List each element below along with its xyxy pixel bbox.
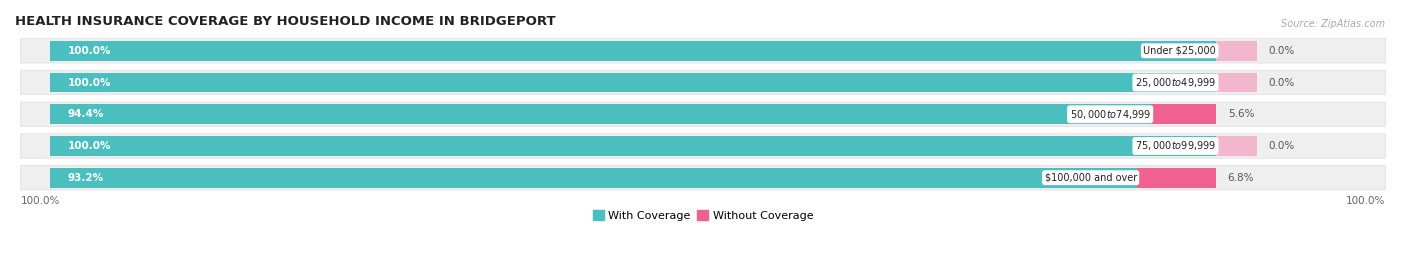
Text: $75,000 to $99,999: $75,000 to $99,999 bbox=[1135, 139, 1216, 153]
FancyBboxPatch shape bbox=[21, 70, 1385, 95]
Text: 100.0%: 100.0% bbox=[21, 196, 60, 206]
Text: 100.0%: 100.0% bbox=[67, 141, 111, 151]
Bar bbox=[1216, 41, 1257, 61]
Text: 100.0%: 100.0% bbox=[67, 77, 111, 87]
Text: 5.6%: 5.6% bbox=[1227, 109, 1254, 119]
Bar bbox=[51, 104, 1150, 124]
Bar bbox=[51, 168, 1137, 187]
Text: $100,000 and over: $100,000 and over bbox=[1045, 173, 1137, 183]
Text: 93.2%: 93.2% bbox=[67, 173, 104, 183]
Text: 100.0%: 100.0% bbox=[67, 46, 111, 56]
FancyBboxPatch shape bbox=[21, 165, 1385, 190]
Text: 6.8%: 6.8% bbox=[1227, 173, 1254, 183]
Text: $25,000 to $49,999: $25,000 to $49,999 bbox=[1135, 76, 1216, 89]
Bar bbox=[1216, 136, 1257, 156]
Bar bbox=[51, 73, 1216, 92]
Text: 94.4%: 94.4% bbox=[67, 109, 104, 119]
Text: Under $25,000: Under $25,000 bbox=[1143, 46, 1216, 56]
FancyBboxPatch shape bbox=[21, 134, 1385, 158]
Bar bbox=[1216, 73, 1257, 92]
Bar bbox=[1150, 104, 1216, 124]
Legend: With Coverage, Without Coverage: With Coverage, Without Coverage bbox=[588, 206, 818, 225]
Text: Source: ZipAtlas.com: Source: ZipAtlas.com bbox=[1281, 19, 1385, 29]
Text: $50,000 to $74,999: $50,000 to $74,999 bbox=[1070, 108, 1150, 121]
Bar bbox=[51, 136, 1216, 156]
Bar bbox=[51, 41, 1216, 61]
Text: 0.0%: 0.0% bbox=[1268, 77, 1295, 87]
Bar bbox=[1137, 168, 1216, 187]
Text: 0.0%: 0.0% bbox=[1268, 46, 1295, 56]
Text: 0.0%: 0.0% bbox=[1268, 141, 1295, 151]
FancyBboxPatch shape bbox=[21, 38, 1385, 63]
FancyBboxPatch shape bbox=[21, 102, 1385, 126]
Text: 100.0%: 100.0% bbox=[1346, 196, 1385, 206]
Text: HEALTH INSURANCE COVERAGE BY HOUSEHOLD INCOME IN BRIDGEPORT: HEALTH INSURANCE COVERAGE BY HOUSEHOLD I… bbox=[15, 15, 555, 28]
